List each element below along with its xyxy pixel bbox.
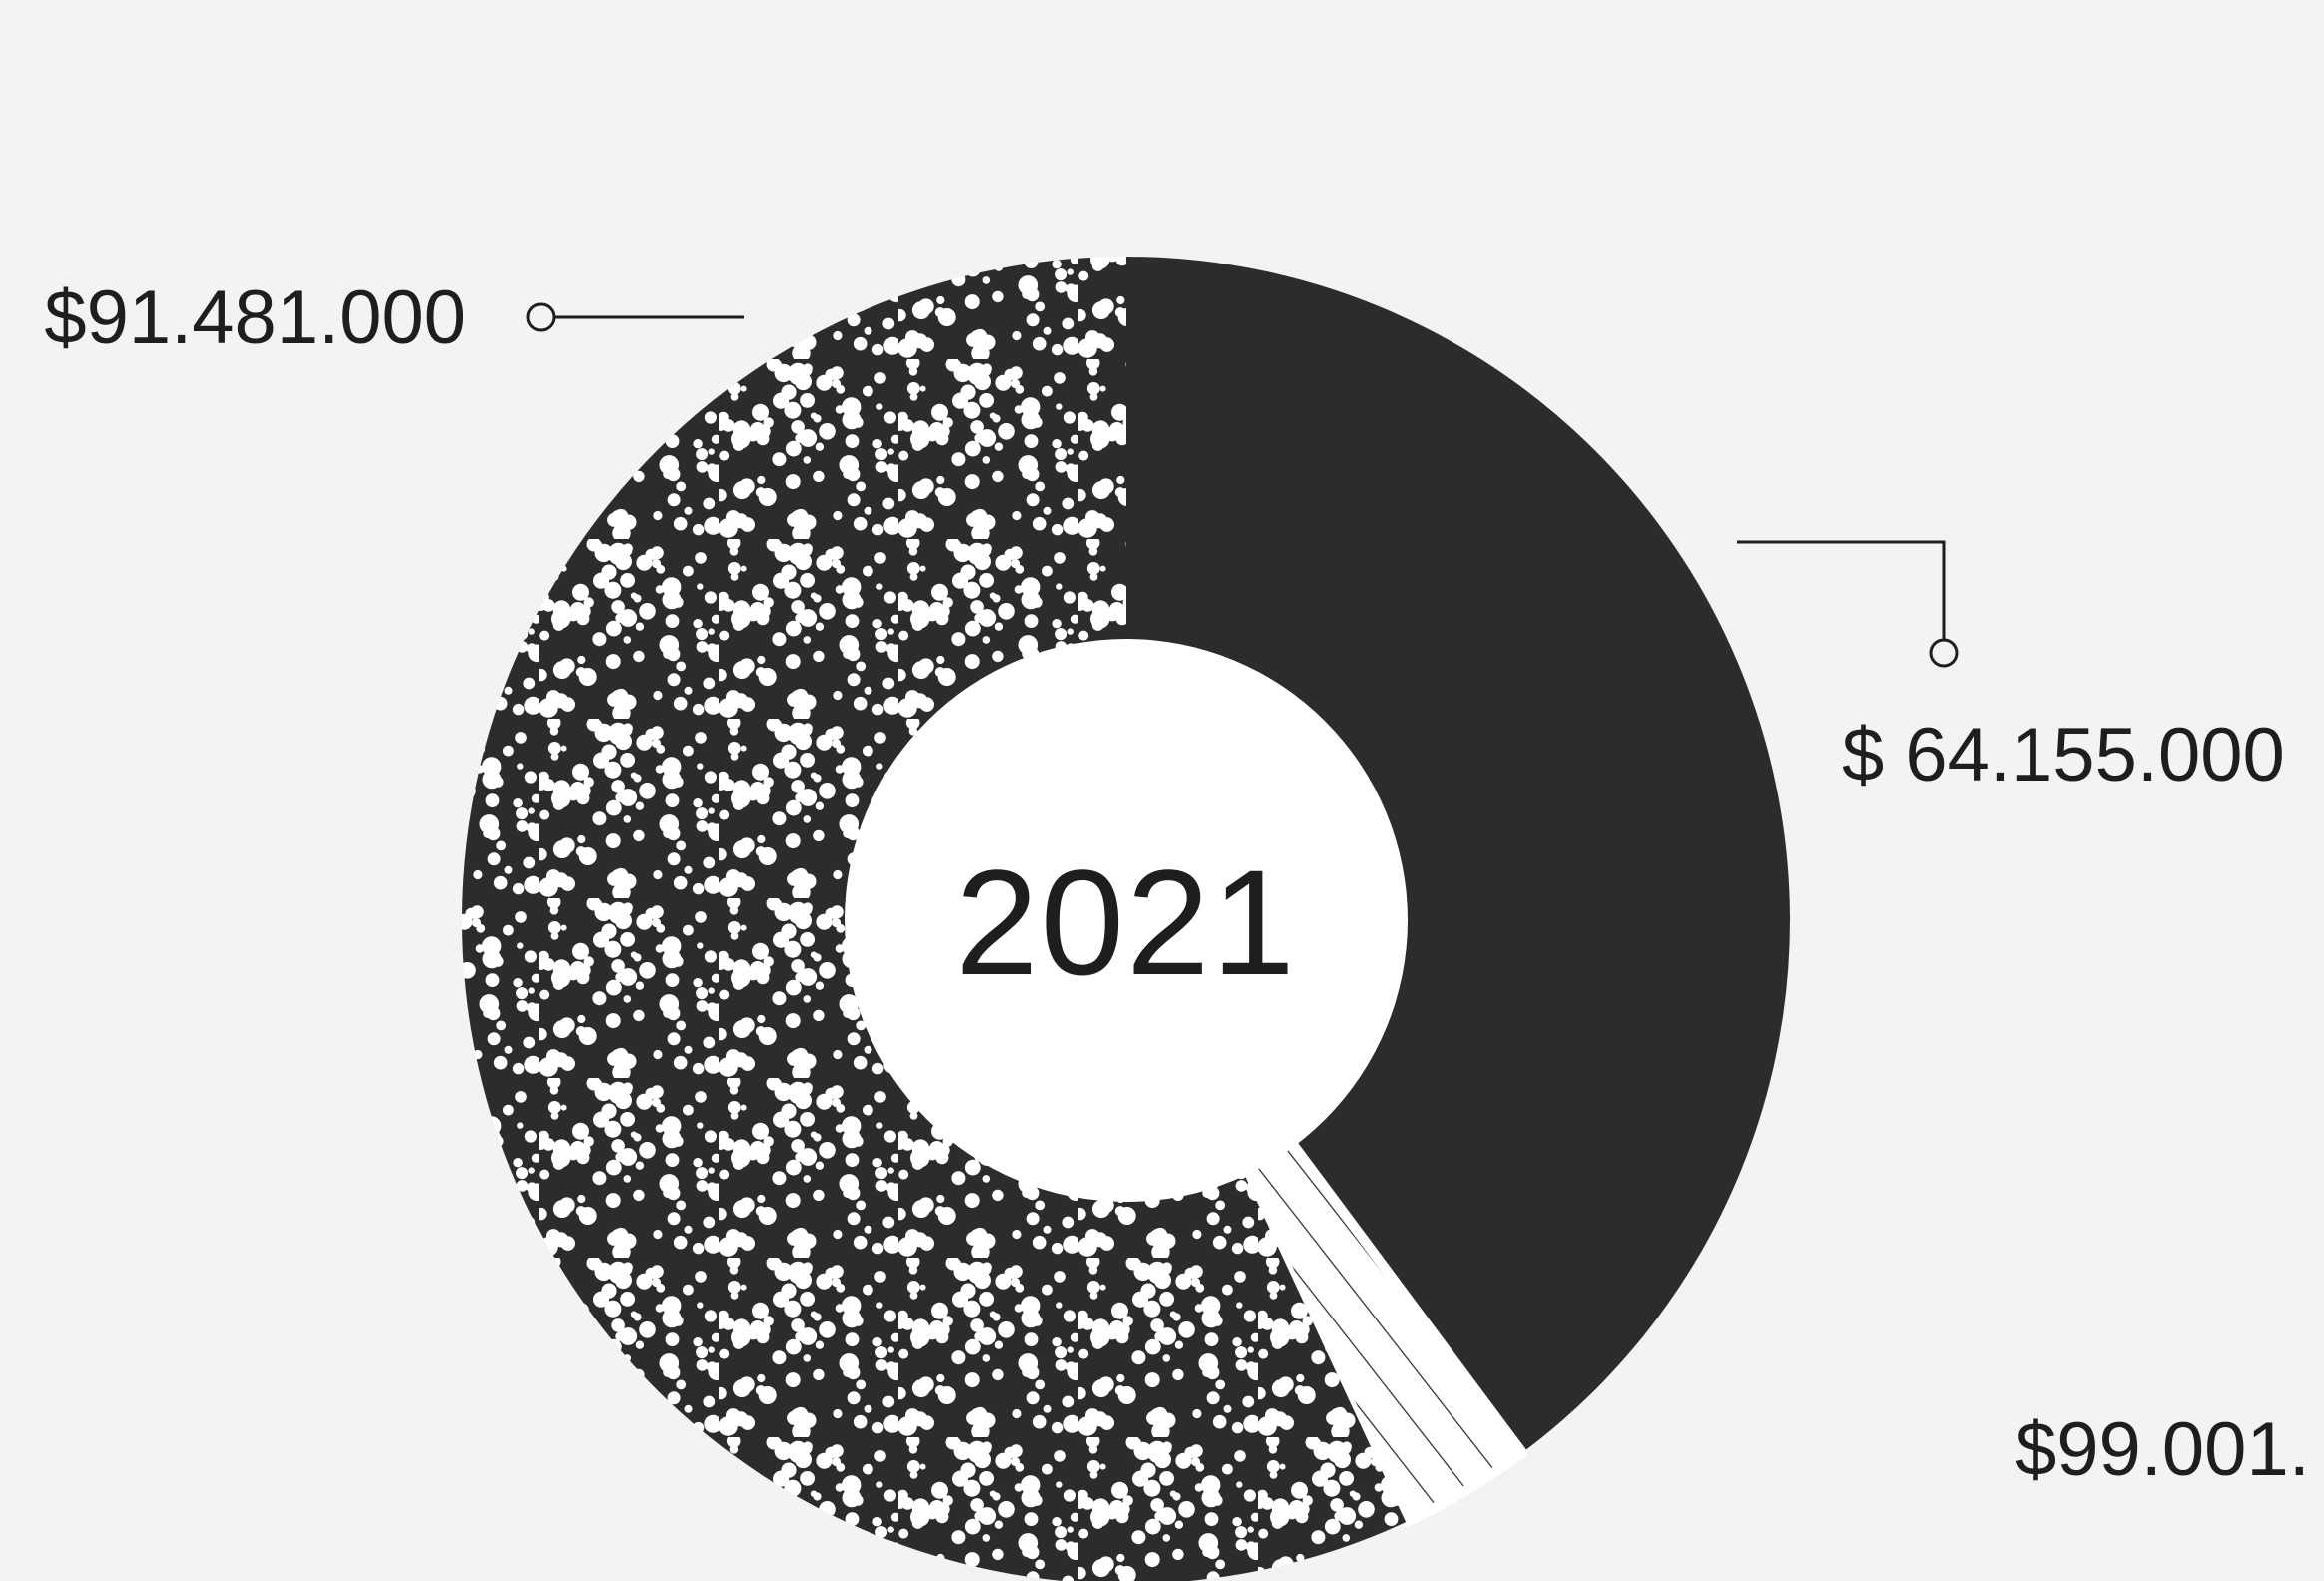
- center-year-label: 2021: [955, 838, 1297, 1006]
- callout-slice-2: $99.001.: [2015, 1407, 2310, 1492]
- slice-label-1: $ 64.155.000: [1842, 713, 2285, 797]
- donut-hole: [845, 639, 1408, 1202]
- callout-slice-3: $91.481.000: [44, 275, 744, 360]
- slice-label-2: $99.001.: [2015, 1407, 2310, 1492]
- callout-slice-1: $ 64.155.000: [1737, 540, 2285, 797]
- callout-dot: [1929, 638, 1959, 668]
- slice-label-3: $91.481.000: [44, 275, 466, 360]
- callout-dot: [526, 302, 556, 332]
- donut-slice-1: [1126, 257, 1791, 1453]
- callout-line: [1737, 540, 1946, 639]
